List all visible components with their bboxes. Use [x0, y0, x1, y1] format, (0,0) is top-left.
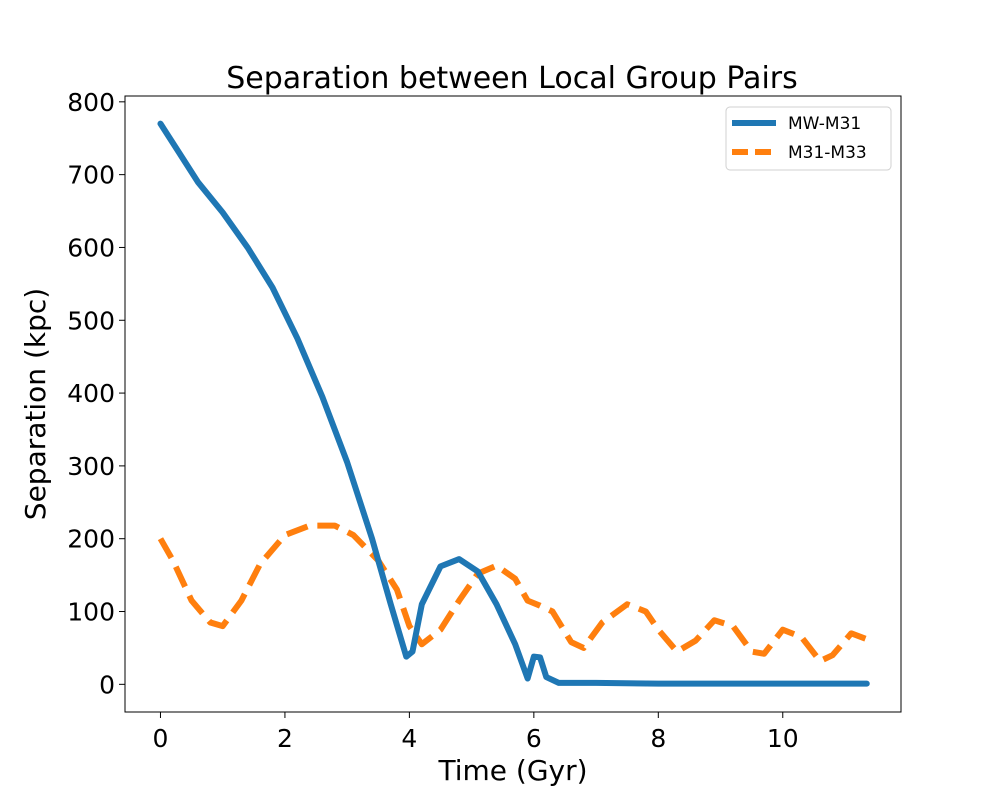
x-tick-label: 0	[153, 724, 169, 753]
plot-area	[157, 120, 870, 687]
series-line-mw-m31	[157, 120, 870, 687]
x-tick-label: 2	[277, 724, 293, 753]
chart-title: Separation between Local Group Pairs	[226, 61, 798, 96]
y-tick-label: 400	[67, 379, 115, 408]
y-tick-label: 800	[67, 88, 115, 117]
legend: MW-M31 M31-M33	[725, 106, 892, 171]
x-tick-label: 8	[650, 724, 666, 753]
y-tick-label: 300	[67, 452, 115, 481]
y-tick-label: 700	[67, 161, 115, 190]
y-tick-label: 500	[67, 306, 115, 335]
series-line-m31-m33	[157, 522, 868, 665]
x-tick-label: 4	[401, 724, 417, 753]
y-axis-ticks: 0 100 200 300 400 500 600 700 800	[67, 88, 125, 699]
x-axis-ticks: 0 2 4 6 8 10	[153, 712, 799, 753]
x-tick-label: 10	[767, 724, 799, 753]
axes-frame	[124, 95, 902, 713]
x-tick-label: 6	[526, 724, 542, 753]
y-tick-label: 200	[67, 525, 115, 554]
x-axis-label: Time (Gyr)	[437, 754, 587, 787]
legend-label-mw-m31: MW-M31	[788, 114, 861, 134]
y-tick-label: 100	[67, 598, 115, 627]
y-axis-label: Separation (kpc)	[19, 288, 52, 520]
y-tick-label: 600	[67, 233, 115, 262]
y-tick-label: 0	[99, 670, 115, 699]
legend-label-m31-m33: M31-M33	[788, 143, 867, 163]
